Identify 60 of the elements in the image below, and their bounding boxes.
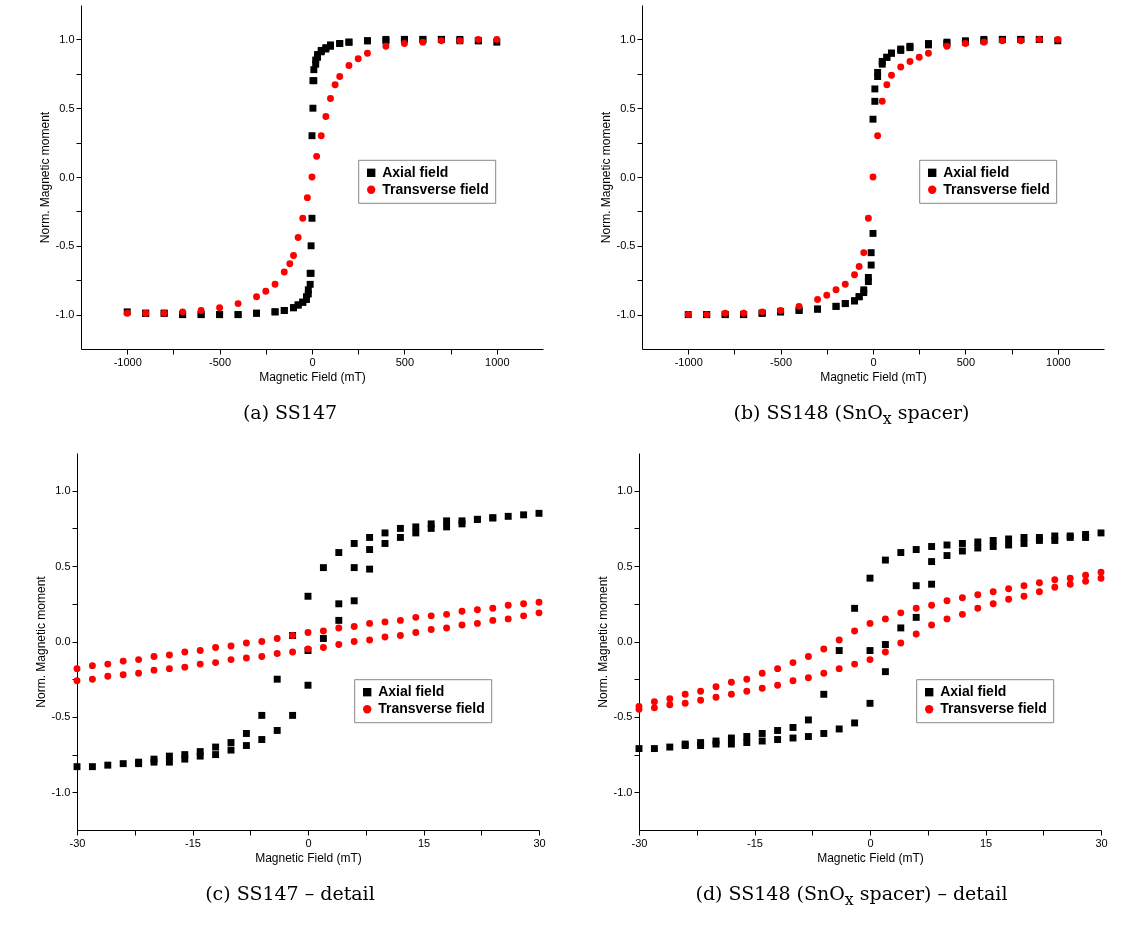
y-tick-label: 1.0: [55, 484, 71, 496]
y-tick-label: -1.0: [55, 308, 74, 321]
x-axis-title: Magnetic Field (mT): [816, 850, 924, 865]
y-axis-title: Norm. Magnetic moment: [37, 111, 52, 244]
x-tick-label: 30: [1094, 836, 1108, 849]
y-tick-label: -0.5: [51, 710, 71, 723]
x-axis-title: Magnetic Field (mT): [820, 369, 927, 384]
x-tick-label: -30: [69, 836, 86, 849]
y-tick-label: 0.0: [616, 634, 632, 647]
y-tick-label: 0.0: [55, 634, 71, 647]
y-tick-label: 0.5: [58, 101, 74, 114]
x-tick-label: -500: [770, 355, 793, 368]
y-tick-label: 0.5: [620, 101, 636, 114]
y-tick-label: -1.0: [51, 785, 71, 798]
x-tick-label: 500: [395, 355, 414, 368]
legend-label: Transverse field: [378, 700, 485, 716]
legend-label: Axial field: [939, 683, 1006, 699]
y-tick-label: 0.5: [55, 559, 71, 572]
x-tick-label: -1000: [113, 355, 142, 368]
legend-label: Transverse field: [943, 180, 1050, 197]
x-tick-label: 0: [305, 836, 312, 849]
y-axis-title: Norm. Magnetic moment: [33, 575, 48, 708]
y-tick-label: 1.0: [616, 484, 632, 496]
x-tick-label: 0: [870, 355, 877, 368]
legend-label: Axial field: [378, 683, 445, 699]
text: (a) SS147: [242, 401, 338, 423]
y-tick-label: -0.5: [613, 710, 632, 723]
y-tick-label: 0.0: [58, 170, 74, 183]
x-tick-label: -15: [746, 836, 763, 849]
x-tick-label: 1000: [1046, 355, 1071, 368]
legend-label: Axial field: [943, 163, 1010, 180]
x-tick-label: 30: [533, 836, 546, 849]
y-tick-label: -1.0: [616, 308, 636, 321]
y-axis-title: Norm. Magnetic moment: [598, 111, 613, 244]
y-tick-label: 1.0: [620, 32, 636, 45]
text: (d) SS148 (SnO$_{x}$ spacer) – detail: [695, 881, 1008, 909]
text: (c) SS147 – detail: [205, 881, 375, 904]
y-tick-label: -0.5: [616, 239, 636, 252]
x-tick-label: -500: [208, 355, 231, 368]
text: (b) SS148 (SnO$_{x}$ spacer): [733, 401, 970, 428]
y-tick-label: -1.0: [613, 785, 632, 798]
y-tick-label: -0.5: [55, 239, 74, 252]
x-tick-label: 15: [979, 836, 992, 849]
y-axis-title: Norm. Magnetic moment: [595, 575, 610, 708]
x-tick-label: 0: [866, 836, 874, 849]
x-tick-label: 15: [417, 836, 431, 849]
legend-label: Transverse field: [381, 180, 489, 197]
x-axis-title: Magnetic Field (mT): [255, 850, 362, 865]
x-tick-label: 500: [956, 355, 976, 368]
x-tick-label: -1000: [674, 355, 703, 368]
legend-label: Axial field: [381, 163, 448, 180]
x-tick-label: -30: [631, 836, 647, 849]
legend-label: Transverse field: [939, 700, 1047, 716]
x-tick-label: 1000: [484, 355, 510, 368]
y-tick-label: 0.0: [620, 170, 636, 183]
x-tick-label: -15: [185, 836, 201, 849]
y-tick-label: 1.0: [58, 32, 74, 45]
x-axis-title: Magnetic Field (mT): [258, 369, 366, 384]
x-tick-label: 0: [308, 355, 316, 368]
y-tick-label: 0.5: [616, 559, 632, 572]
